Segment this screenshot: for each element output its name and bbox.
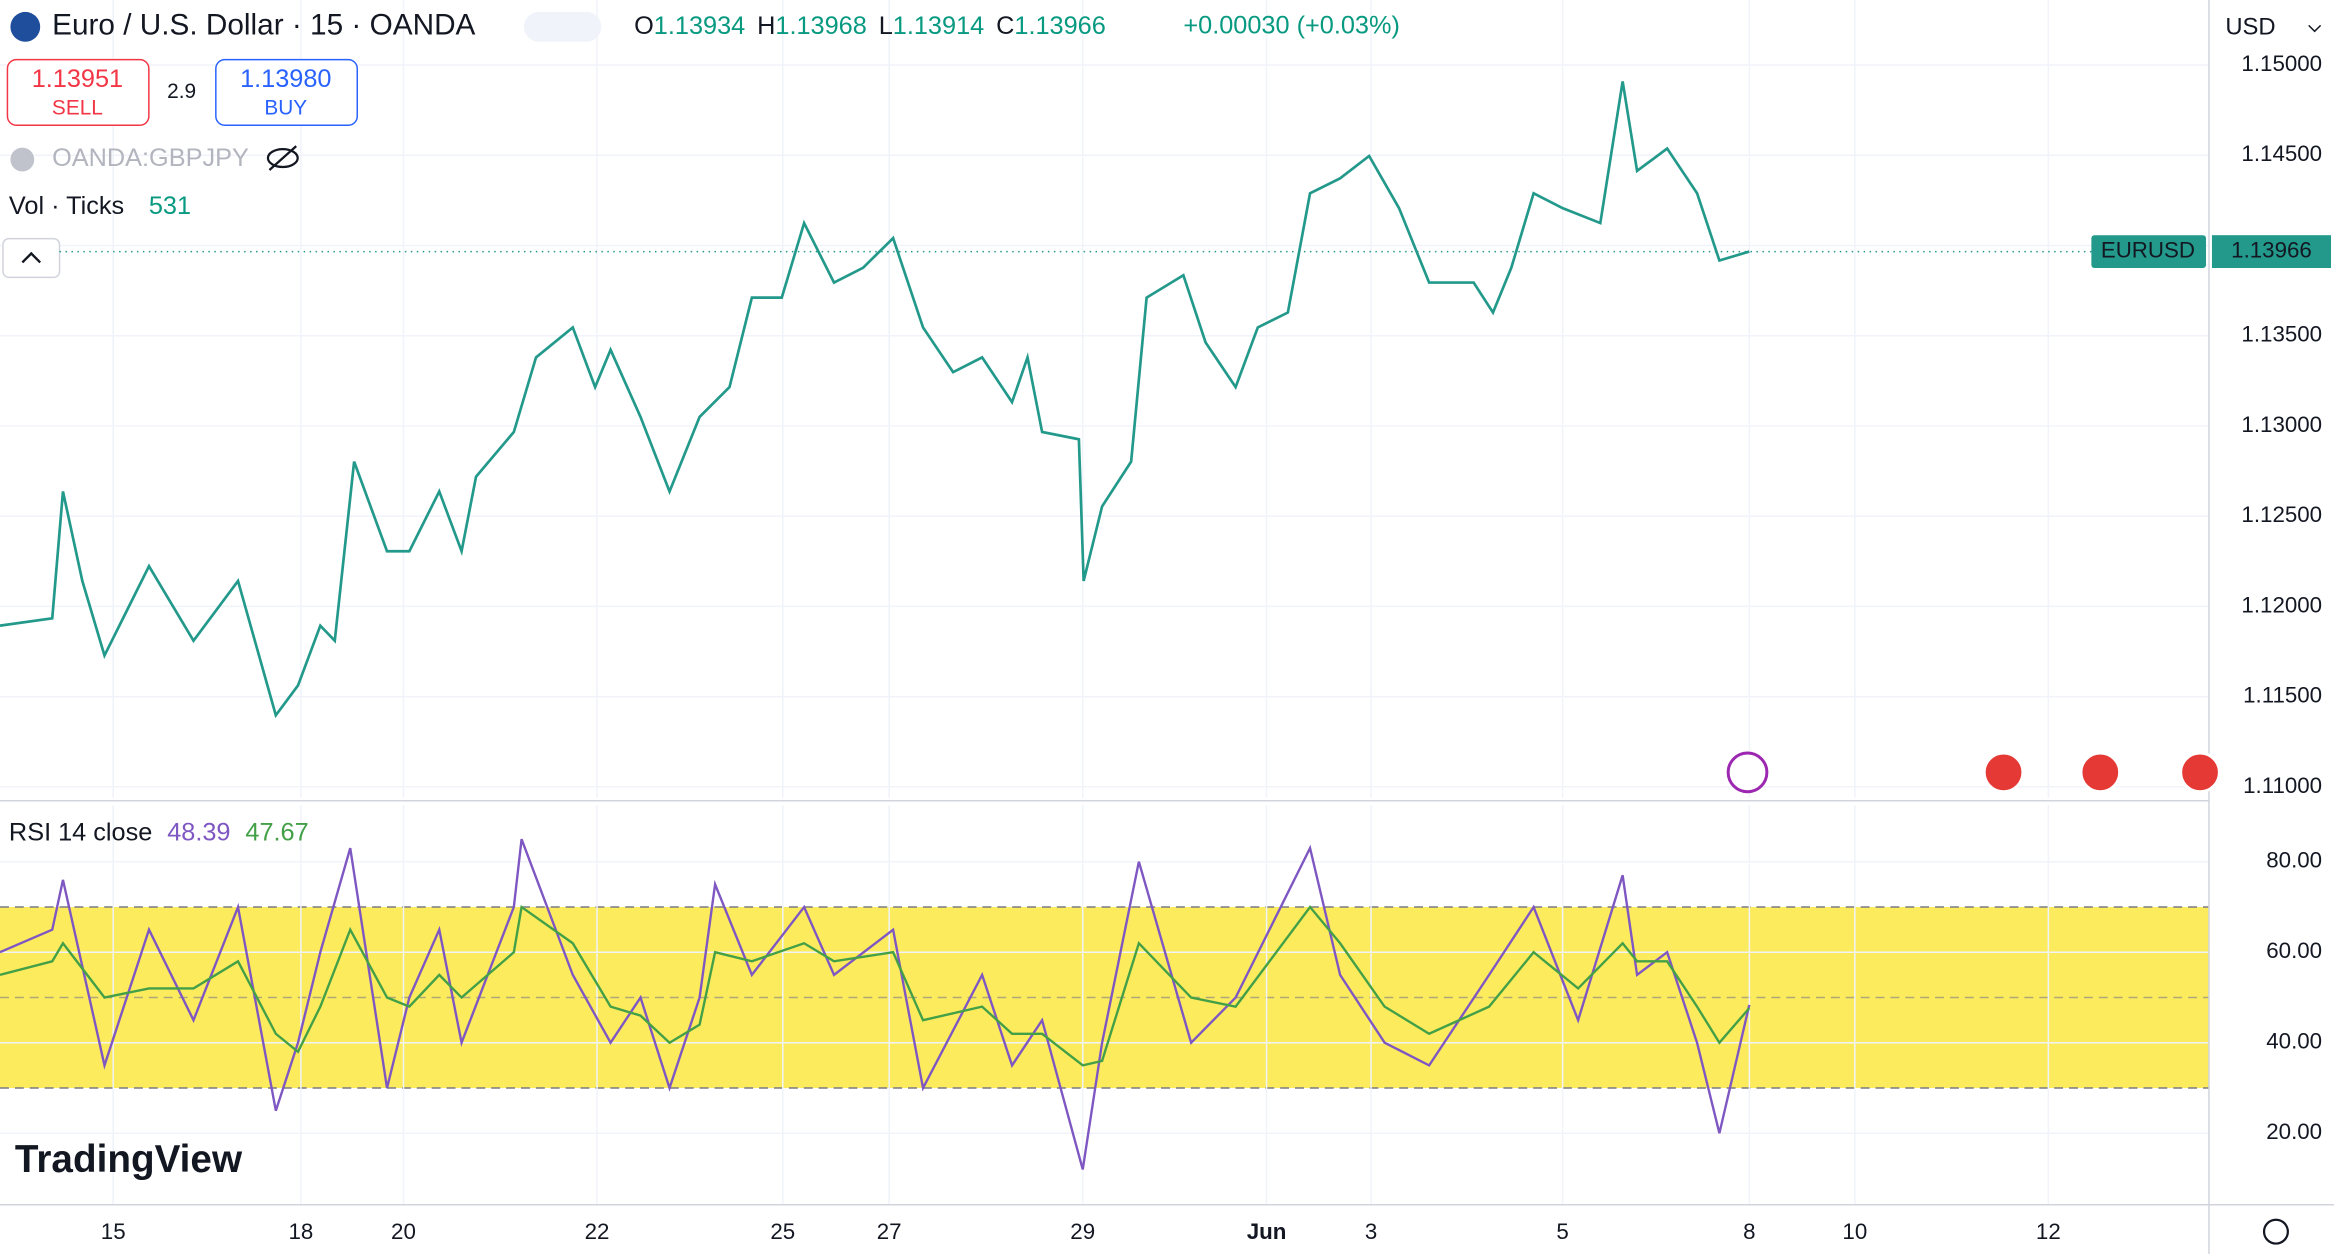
y-tick-label: 1.13500 — [2241, 322, 2322, 347]
sell-label: SELL — [52, 96, 103, 119]
symbol-icon — [10, 11, 41, 42]
symbol-tag — [2091, 235, 2206, 268]
compare-icon — [10, 147, 35, 172]
x-tick-label: 22 — [585, 1219, 610, 1244]
us-event-icon[interactable] — [2079, 751, 2122, 794]
buy-button[interactable] — [215, 58, 358, 126]
ohlc-value: 1.13934 — [654, 12, 745, 40]
y-tick-label: 40.00 — [2266, 1029, 2322, 1054]
grid — [0, 0, 2209, 1205]
price-tag-label: 1.13966 — [2231, 237, 2312, 262]
volume-label: Vol · Ticks — [9, 192, 124, 220]
ohlc-value: 1.13914 — [893, 12, 984, 40]
x-tick-label: 20 — [391, 1219, 416, 1244]
sell-button[interactable] — [6, 58, 150, 126]
ohlc-label: O — [634, 12, 654, 40]
symbol-tag-label: EURUSD — [2101, 237, 2195, 262]
us-event-icon[interactable] — [1982, 751, 2025, 794]
y-tick-label: 20.00 — [2266, 1119, 2322, 1144]
x-tick-label: 15 — [101, 1219, 126, 1244]
x-tick-label: 12 — [2036, 1219, 2061, 1244]
x-tick-label: 3 — [1365, 1219, 1377, 1244]
price-tag — [2211, 235, 2332, 268]
collapse-icon — [21, 251, 42, 264]
ohlc-label: H — [757, 12, 775, 40]
settings-icon[interactable] — [2262, 1218, 2289, 1245]
x-tick-label: 18 — [289, 1219, 314, 1244]
rsi-line — [0, 838, 1751, 1170]
hide-icon-slash — [268, 145, 297, 171]
compare-symbol[interactable]: OANDA:GBPJPY — [52, 144, 249, 172]
x-tick-label: 5 — [1556, 1219, 1568, 1244]
y-tick-label: 1.14500 — [2241, 141, 2322, 166]
ohlc-label: C — [996, 12, 1014, 40]
y-tick-label: 1.12500 — [2241, 502, 2322, 527]
rsi-ma-value: 47.67 — [245, 818, 308, 846]
x-tick-label: 10 — [1842, 1219, 1867, 1244]
status-pill[interactable] — [523, 11, 602, 42]
rsi-value: 48.39 — [167, 818, 230, 846]
price-line — [0, 81, 1750, 719]
currency: USD — [2225, 14, 2275, 41]
y-tick-label: 1.11500 — [2243, 683, 2322, 708]
event-icons — [1726, 751, 2221, 794]
buy-price: 1.13980 — [240, 65, 331, 93]
change: +0.00030 (+0.03%) — [1183, 12, 1400, 40]
buy-label: BUY — [264, 96, 307, 119]
x-tick-label: 25 — [770, 1219, 795, 1244]
symbol-title[interactable]: Euro / U.S. Dollar · 15 · OANDA — [52, 9, 475, 42]
ohlc: O1.13934 H1.13968 L1.13914 C1.13966 — [634, 12, 1106, 40]
y-tick-label: 1.12000 — [2241, 592, 2322, 617]
ohlc-value: 1.13966 — [1014, 12, 1105, 40]
sell-price: 1.13951 — [32, 65, 123, 93]
x-tick-label: Jun — [1247, 1219, 1287, 1244]
x-tick-label: 27 — [877, 1219, 902, 1244]
x-tick-label: 8 — [1743, 1219, 1755, 1244]
x-tick-label: 29 — [1070, 1219, 1095, 1244]
y-tick-label: 60.00 — [2266, 938, 2322, 963]
hide-icon[interactable] — [266, 147, 299, 169]
rsi-header: RSI 14 close 48.39 47.67 — [9, 818, 309, 846]
brand-logo: TradingView — [15, 1138, 243, 1181]
us-event-icon[interactable] — [2179, 751, 2221, 794]
y-tick-label: 1.15000 — [2241, 51, 2322, 76]
y-tick-label: 1.13000 — [2241, 412, 2322, 437]
ohlc-label: L — [879, 12, 893, 40]
y-tick-label: 80.00 — [2266, 848, 2322, 873]
event-icon[interactable] — [1726, 751, 1769, 794]
rsi-line — [0, 904, 1751, 1067]
y-tick-label: 1.11000 — [2243, 773, 2322, 798]
currency-caret — [2308, 24, 2322, 33]
volume-value: 531 — [149, 192, 191, 220]
ohlc-value: 1.13968 — [775, 12, 866, 40]
rsi-title: RSI 14 close — [9, 818, 152, 846]
plot — [0, 81, 1751, 1170]
collapse-button[interactable] — [2, 237, 61, 279]
spread: 2.9 — [167, 80, 196, 103]
